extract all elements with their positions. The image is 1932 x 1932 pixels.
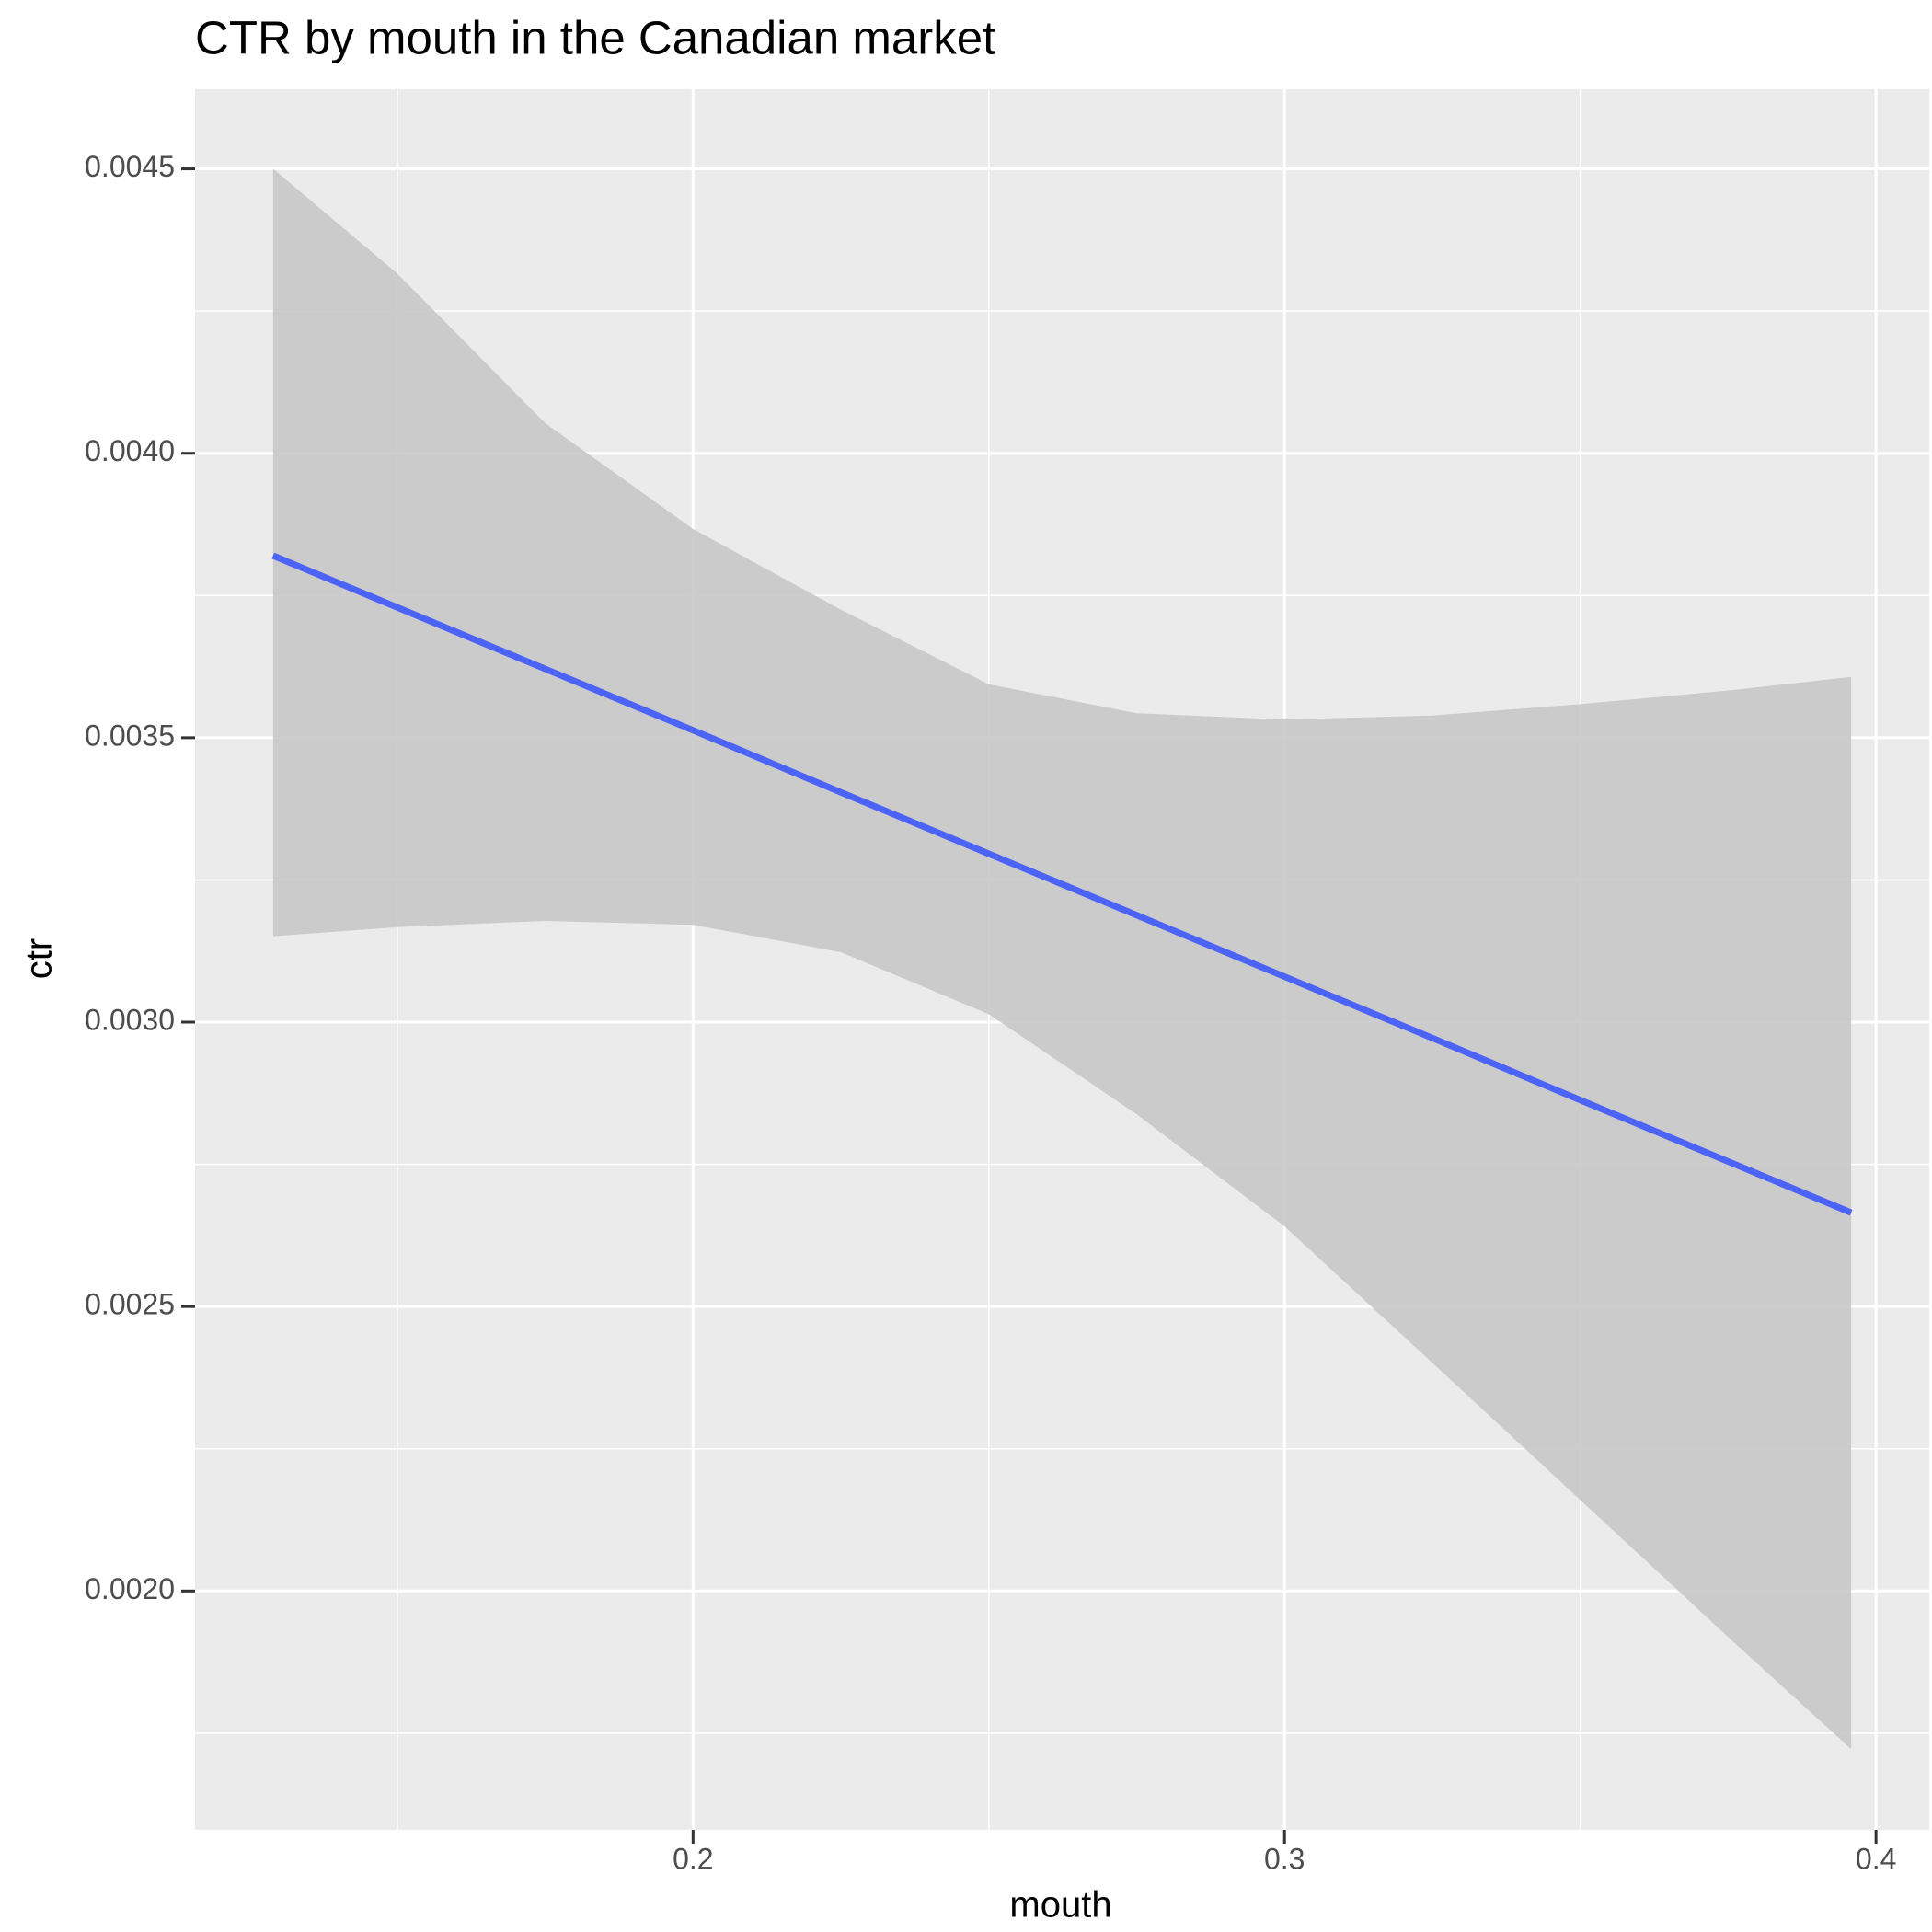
chart-title: CTR by mouth in the Canadian market bbox=[195, 11, 995, 63]
x-tick-label: 0.3 bbox=[1264, 1842, 1305, 1875]
x-tick-label: 0.2 bbox=[673, 1842, 713, 1875]
y-tick-label: 0.0040 bbox=[85, 434, 175, 467]
y-tick-label: 0.0025 bbox=[85, 1288, 175, 1321]
y-tick-label: 0.0030 bbox=[85, 1003, 175, 1036]
y-tick-label: 0.0045 bbox=[85, 150, 175, 183]
confidence-band bbox=[272, 168, 1852, 1750]
y-axis-title: ctr bbox=[19, 938, 60, 979]
y-tick-label: 0.0020 bbox=[85, 1572, 175, 1605]
y-tick-label: 0.0035 bbox=[85, 719, 175, 752]
x-tick-label: 0.4 bbox=[1856, 1842, 1896, 1875]
x-axis-title: mouth bbox=[1009, 1885, 1111, 1926]
fit-line bbox=[271, 552, 1853, 1216]
